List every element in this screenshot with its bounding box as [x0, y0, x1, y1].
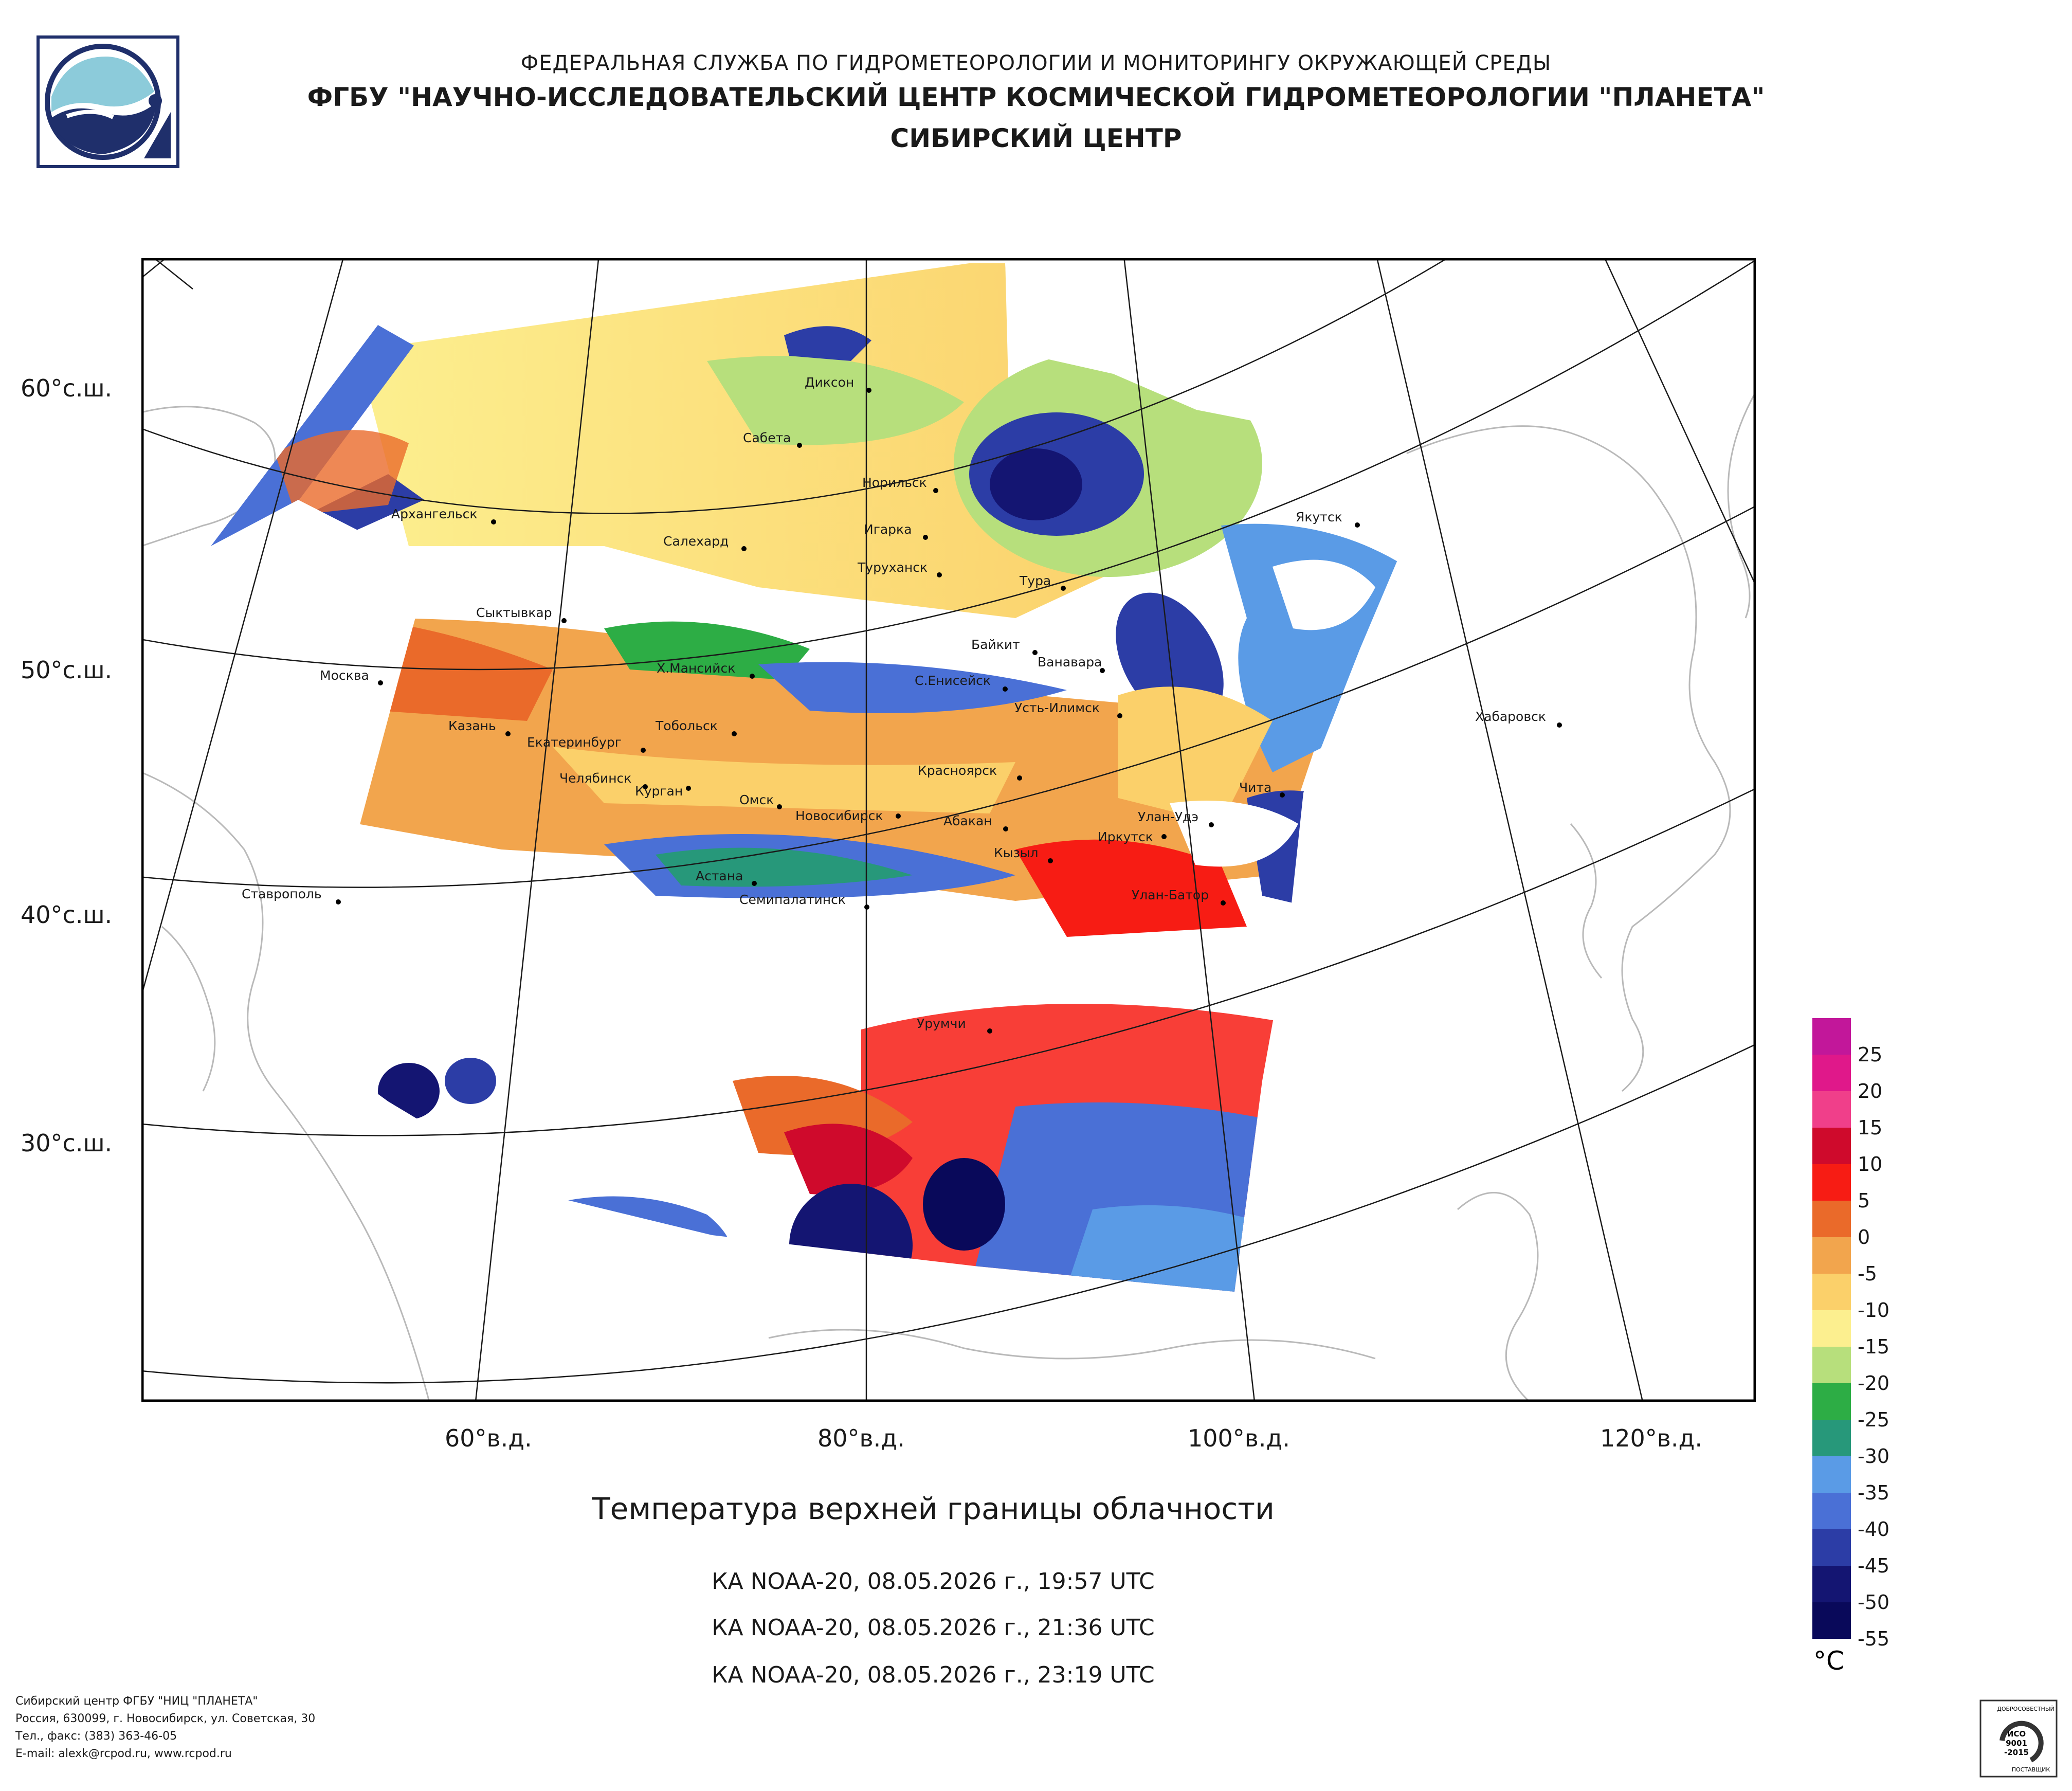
header-org: ФЕДЕРАЛЬНАЯ СЛУЖБА ПО ГИДРОМЕТЕОРОЛОГИИ …: [520, 51, 1552, 75]
legend-label: -20: [1858, 1372, 1889, 1395]
city-label: Екатеринбург: [527, 735, 622, 750]
legend-swatch: [1812, 1055, 1851, 1091]
lon-label: 80°в.д.: [817, 1424, 905, 1452]
legend-swatch: [1812, 1602, 1851, 1639]
city-label: Абакан: [943, 813, 992, 828]
temperature-legend: 25 20 15 10 5 0 -5 -10 -15 -20 -25 -30 -35 -40 -45 -50 -…: [1812, 1018, 1889, 1676]
pass-line: КА NOAA-20, 08.05.2026 г., 21:36 UTC: [712, 1615, 1155, 1641]
city-label: Ставрополь: [242, 887, 322, 901]
pass-line: КА NOAA-20, 08.05.2026 г., 23:19 UTC: [712, 1662, 1155, 1688]
city-label: Новосибирск: [795, 808, 883, 823]
legend-label: 25: [1858, 1043, 1882, 1066]
legend-swatch: [1812, 1493, 1851, 1529]
legend-swatch: [1812, 1383, 1851, 1420]
city-label: Х.Мансийск: [657, 661, 735, 676]
lat-label: 50°с.ш.: [21, 656, 113, 684]
city-label: Казань: [448, 718, 496, 733]
city-label: Хабаровск: [1475, 709, 1546, 724]
legend-swatch: [1812, 1347, 1851, 1383]
lat-label: 60°с.ш.: [21, 374, 113, 402]
cloud-temperature-map: Диксон Сабета Норильск Игарка Архангельс…: [141, 258, 1756, 1402]
cert-top: ДОБРОСОВЕСТНЫЙ: [1997, 1706, 2055, 1712]
city-label: Чита: [1239, 780, 1271, 795]
cert-bottom: ПОСТАВЩИК: [2012, 1766, 2050, 1773]
legend-unit: °C: [1813, 1646, 1844, 1676]
legend-label: -50: [1858, 1591, 1889, 1614]
legend-label: -30: [1858, 1445, 1889, 1468]
legend-label: 0: [1858, 1226, 1870, 1249]
legend-label: -45: [1858, 1554, 1889, 1577]
footer-line: E-mail: alexk@rcpod.ru, www.rcpod.ru: [15, 1747, 232, 1760]
city-label: Урумчи: [917, 1016, 966, 1031]
footer-line: Тел., факс: (383) 363-46-05: [15, 1730, 177, 1743]
legend-label: -40: [1858, 1518, 1889, 1541]
iso-certification-icon: ДОБРОСОВЕСТНЫЙ ИСО 9001 -2015 ПОСТАВЩИК: [1979, 1699, 2058, 1778]
legend-label: 20: [1858, 1080, 1882, 1102]
lat-label: 30°с.ш.: [21, 1129, 113, 1157]
city-label: Курган: [635, 784, 683, 799]
city-label: Иркутск: [1098, 829, 1153, 844]
lon-label: 120°в.д.: [1600, 1424, 1702, 1452]
legend-label: -5: [1858, 1262, 1877, 1285]
city-label: Усть-Илимск: [1014, 700, 1100, 715]
legend-swatch: [1812, 1128, 1851, 1164]
legend-swatch: [1812, 1018, 1851, 1055]
header-institute: ФГБУ "НАУЧНО-ИССЛЕДОВАТЕЛЬСКИЙ ЦЕНТР КОС…: [307, 82, 1765, 112]
legend-label: -15: [1858, 1335, 1889, 1358]
cert-mid: -2015: [2004, 1748, 2029, 1757]
legend-label: 5: [1858, 1189, 1870, 1212]
legend-swatch: [1812, 1566, 1851, 1602]
city-label: Красноярск: [918, 763, 997, 778]
city-label: Сабета: [743, 430, 791, 445]
city-label: Диксон: [805, 375, 854, 390]
city-label: Москва: [320, 668, 369, 683]
city-label: Салехард: [663, 534, 729, 549]
city-label: Тобольск: [655, 718, 718, 733]
cert-mid: ИСО: [2007, 1729, 2026, 1739]
city-label: Тура: [1019, 573, 1051, 588]
legend-label: 10: [1858, 1153, 1882, 1175]
city-label: Байкит: [971, 637, 1020, 652]
city-label: Омск: [739, 792, 774, 807]
legend-label: -25: [1858, 1408, 1889, 1431]
city-label: Астана: [696, 869, 743, 883]
footer-line: Россия, 630099, г. Новосибирск, ул. Сове…: [15, 1712, 316, 1725]
legend-label: -10: [1858, 1299, 1889, 1322]
legend-swatch: [1812, 1456, 1851, 1493]
legend-swatch: [1812, 1420, 1851, 1456]
lat-label: 40°с.ш.: [21, 901, 113, 929]
city-label: Кызыл: [994, 845, 1039, 860]
city-label: Семипалатинск: [739, 892, 846, 907]
map-title: Температура верхней границы облачности: [592, 1491, 1275, 1526]
footer: Сибирский центр ФГБУ "НИЦ "ПЛАНЕТА" Росс…: [15, 1693, 315, 1763]
legend-label: -55: [1858, 1627, 1889, 1650]
city-label: Архангельск: [391, 506, 478, 521]
city-label: Челябинск: [559, 771, 631, 786]
legend-swatch: [1812, 1274, 1851, 1310]
city-label: С.Енисейск: [915, 673, 991, 688]
city-label: Ванавара: [1038, 655, 1102, 670]
planeta-logo-icon: [37, 35, 179, 168]
legend-swatch: [1812, 1310, 1851, 1347]
pass-line: КА NOAA-20, 08.05.2026 г., 19:57 UTC: [712, 1568, 1155, 1595]
legend-swatch: [1812, 1091, 1851, 1128]
header-department: СИБИРСКИЙ ЦЕНТР: [890, 123, 1182, 153]
footer-line: Сибирский центр ФГБУ "НИЦ "ПЛАНЕТА": [15, 1695, 258, 1708]
legend-swatch: [1812, 1201, 1851, 1237]
city-label: Туруханск: [857, 560, 928, 575]
legend-label: -35: [1858, 1481, 1889, 1504]
legend-swatch: [1812, 1237, 1851, 1274]
city-label: Якутск: [1296, 510, 1342, 524]
legend-swatch: [1812, 1529, 1851, 1566]
city-label: Улан-Батор: [1132, 888, 1209, 902]
lon-label: 100°в.д.: [1188, 1424, 1290, 1452]
lon-label: 60°в.д.: [445, 1424, 532, 1452]
city-label: Сыктывкар: [476, 605, 552, 620]
legend-swatch: [1812, 1164, 1851, 1201]
cert-mid: 9001: [2006, 1739, 2027, 1748]
legend-label: 15: [1858, 1116, 1882, 1139]
city-label: Норильск: [862, 475, 927, 490]
city-label: Игарка: [864, 522, 912, 537]
city-label: Улан-Удэ: [1138, 809, 1198, 824]
